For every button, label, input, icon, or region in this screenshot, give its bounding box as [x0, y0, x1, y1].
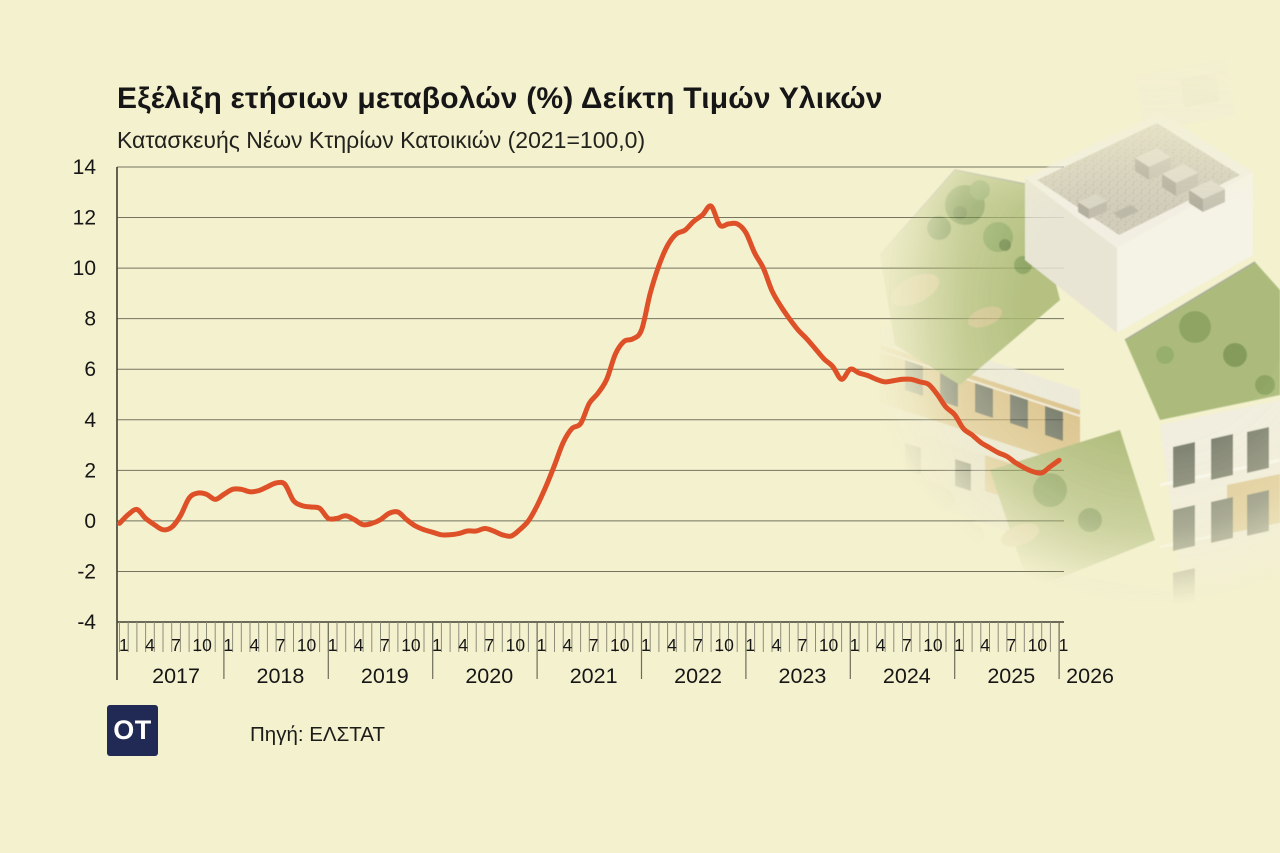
month-tick-label: 1: [850, 635, 860, 655]
month-tick-label: 7: [484, 635, 494, 655]
month-tick-label: 10: [610, 635, 630, 655]
month-tick-label: 10: [1028, 635, 1048, 655]
chart-title: Εξέλιξη ετήσιων μεταβολών (%) Δείκτη Τιμ…: [117, 82, 883, 115]
year-label: 2017: [152, 664, 200, 688]
month-tick-label: 1: [432, 635, 442, 655]
materials-price-index-line: [117, 203, 1062, 539]
month-tick-label: 4: [145, 635, 155, 655]
building-illustration: [865, 59, 1280, 705]
month-tick-label: 4: [980, 635, 990, 655]
month-tick-label: 10: [923, 635, 943, 655]
month-tick-label: 4: [876, 635, 886, 655]
year-label: 2023: [779, 664, 827, 688]
month-tick-label: 7: [902, 635, 912, 655]
year-label: 2018: [257, 664, 305, 688]
chart-subtitle: Κατασκευής Νέων Κτηρίων Κατοικιών (2021=…: [117, 127, 646, 153]
month-tick-label: 7: [380, 635, 390, 655]
month-tick-label: 7: [276, 635, 286, 655]
month-tick-label: 4: [458, 635, 468, 655]
month-tick-label: 10: [506, 635, 526, 655]
month-tick-label: 4: [667, 635, 677, 655]
month-tick-label: 1: [954, 635, 964, 655]
y-tick-label: 8: [84, 308, 96, 331]
month-tick-label: 7: [798, 635, 808, 655]
ot-logo-text: OT: [113, 715, 152, 745]
year-label: 2024: [883, 664, 931, 688]
month-tick-label: 1: [119, 635, 129, 655]
source-label: Πηγή: ΕΛΣΤΑΤ: [250, 723, 385, 746]
month-tick-label: 10: [714, 635, 734, 655]
month-tick-label: 10: [401, 635, 421, 655]
month-tick-label: 1: [641, 635, 651, 655]
y-tick-label: 12: [73, 207, 96, 230]
month-tick-label: 1: [223, 635, 233, 655]
month-tick-label: 4: [563, 635, 573, 655]
ot-logo: OT: [107, 705, 158, 756]
y-tick-label: 10: [73, 257, 96, 280]
y-tick-label: -4: [77, 611, 96, 634]
month-tick-label: 10: [192, 635, 212, 655]
month-tick-label: 10: [297, 635, 317, 655]
month-tick-label: 1: [328, 635, 338, 655]
month-tick-label: 1: [537, 635, 547, 655]
year-label: 2022: [674, 664, 722, 688]
year-label: 2019: [361, 664, 409, 688]
month-tick-label: 7: [171, 635, 181, 655]
year-label: 2021: [570, 664, 618, 688]
month-tick-label: 1: [745, 635, 755, 655]
month-tick-label: 7: [589, 635, 599, 655]
y-tick-label: 14: [73, 156, 97, 179]
month-tick-label: 4: [249, 635, 259, 655]
y-tick-label: -2: [77, 560, 96, 583]
year-label: 2025: [987, 664, 1035, 688]
y-tick-label: 0: [84, 510, 96, 533]
month-tick-label: 7: [1006, 635, 1016, 655]
month-tick-label: 4: [771, 635, 781, 655]
y-tick-label: 2: [84, 459, 96, 482]
month-tick-label: 1: [1059, 635, 1069, 655]
building-render: [865, 59, 1280, 705]
year-label: 2026: [1066, 664, 1114, 688]
year-label: 2020: [465, 664, 513, 688]
month-tick-label: 4: [354, 635, 364, 655]
y-tick-label: 4: [84, 409, 96, 432]
month-tick-label: 7: [693, 635, 703, 655]
month-tick-label: 10: [819, 635, 839, 655]
y-tick-label: 6: [84, 358, 96, 381]
